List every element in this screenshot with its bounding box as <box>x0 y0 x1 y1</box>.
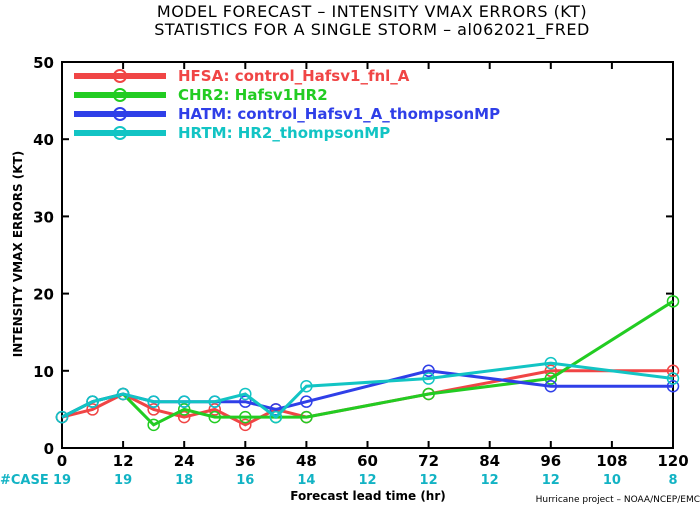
x-tick-label: 120 <box>657 452 688 470</box>
legend-item: CHR2: Hafsv1HR2 <box>74 86 328 104</box>
case-count: 12 <box>358 473 376 488</box>
legend-label: HATM: control_Hafsv1_A_thompsonMP <box>178 105 500 123</box>
case-count: 19 <box>53 473 71 488</box>
y-tick-label: 40 <box>33 131 54 149</box>
x-tick-label: 84 <box>479 452 500 470</box>
data-point <box>666 372 680 385</box>
data-point <box>116 387 130 401</box>
case-count: 14 <box>297 473 315 488</box>
x-tick-label: 60 <box>357 452 378 470</box>
data-point <box>666 379 680 393</box>
case-count: 12 <box>542 473 560 488</box>
data-point <box>666 364 680 378</box>
data-point <box>208 403 221 416</box>
data-point <box>300 410 313 424</box>
case-count: 16 <box>236 473 254 488</box>
legend-label: CHR2: Hafsv1HR2 <box>178 86 328 104</box>
data-point <box>300 395 313 408</box>
chart-title: MODEL FORECAST – INTENSITY VMAX ERRORS (… <box>157 2 587 21</box>
legend-item: HRTM: HR2_thompsonMP <box>74 124 390 142</box>
data-point <box>177 395 191 408</box>
data-point <box>544 379 558 393</box>
y-tick-label: 10 <box>33 363 54 381</box>
y-tick-label: 0 <box>44 440 54 458</box>
case-count: 12 <box>420 473 438 488</box>
legend-marker <box>113 88 127 102</box>
case-count: 19 <box>114 473 132 488</box>
series-1 <box>55 295 680 432</box>
data-point <box>544 372 558 385</box>
data-point <box>422 387 435 401</box>
chart-subtitle: STATISTICS FOR A SINGLE STORM – al062021… <box>154 20 590 40</box>
data-point <box>239 410 252 424</box>
legend-label: HFSA: control_Hafsv1_fnl_A <box>178 67 410 85</box>
y-axis-label: INTENSITY VMAX ERRORS (KT) <box>11 151 25 357</box>
case-count: 8 <box>668 473 677 488</box>
legend-marker <box>113 69 127 83</box>
data-point <box>422 364 435 378</box>
case-count: 10 <box>603 473 621 488</box>
data-point <box>208 395 221 408</box>
case-label: #CASE <box>0 473 49 488</box>
x-tick-label: 36 <box>235 452 256 470</box>
data-point <box>208 410 221 424</box>
case-count: 12 <box>481 473 499 488</box>
legend-item: HATM: control_Hafsv1_A_thompsonMP <box>74 105 500 123</box>
x-tick-label: 24 <box>174 452 195 470</box>
data-point <box>239 418 252 432</box>
data-point <box>239 387 252 401</box>
x-tick-label: 108 <box>596 452 627 470</box>
data-point <box>177 403 191 416</box>
data-point <box>666 295 680 308</box>
data-point <box>86 403 99 416</box>
x-axis-label: Forecast lead time (hr) <box>290 489 446 503</box>
data-point <box>147 418 160 432</box>
data-point <box>147 403 160 416</box>
x-tick-label: 12 <box>113 452 134 470</box>
data-point <box>544 364 558 378</box>
series-3 <box>55 356 680 424</box>
credit-text: Hurricane project – NOAA/NCEP/EMC <box>536 495 700 505</box>
y-tick-label: 50 <box>33 54 54 72</box>
legend-label: HRTM: HR2_thompsonMP <box>178 124 390 142</box>
data-point <box>55 410 69 424</box>
data-point <box>269 403 283 416</box>
series-line <box>61 369 673 427</box>
y-tick-label: 30 <box>33 208 54 226</box>
axes: 0191219241836164814601272128412961210810… <box>33 54 689 488</box>
data-point <box>239 395 252 408</box>
x-tick-label: 48 <box>296 452 317 470</box>
series-group <box>55 295 680 432</box>
legend-marker <box>113 126 127 140</box>
legend-marker <box>113 107 127 121</box>
data-point <box>544 356 558 370</box>
data-point <box>269 410 283 424</box>
x-tick-label: 0 <box>57 452 67 470</box>
y-tick-label: 20 <box>33 286 54 304</box>
data-point <box>86 395 99 408</box>
data-point <box>177 410 191 424</box>
legend-item: HFSA: control_Hafsv1_fnl_A <box>74 67 410 85</box>
case-count: 18 <box>175 473 193 488</box>
x-tick-label: 96 <box>540 452 561 470</box>
x-tick-label: 72 <box>418 452 439 470</box>
data-point <box>422 372 435 385</box>
data-point <box>300 379 313 393</box>
data-point <box>147 395 160 408</box>
series-line <box>61 300 674 427</box>
